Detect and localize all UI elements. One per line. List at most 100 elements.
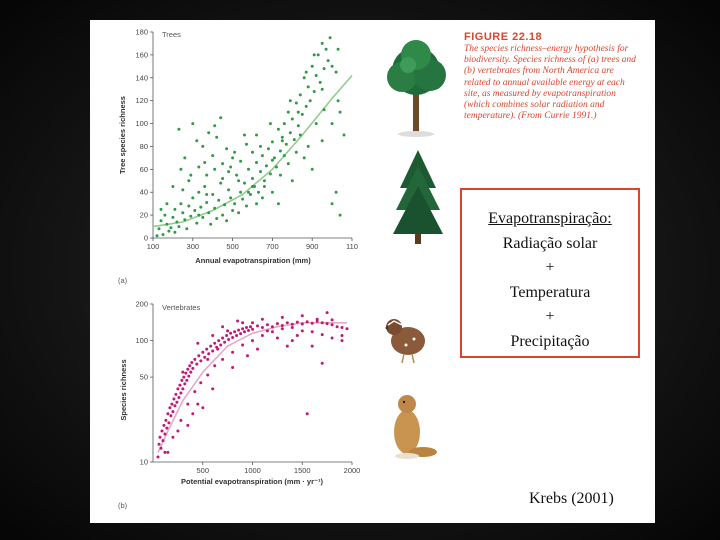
chart-a-point (207, 131, 211, 135)
chart-a-panel-label: (a) (118, 276, 128, 285)
chart-b-point (295, 334, 299, 337)
chart-a-point (314, 74, 318, 77)
chart-a-point (201, 144, 205, 148)
chart-a-ytick-label: 120 (135, 96, 148, 105)
chart-b-point (251, 321, 254, 325)
chart-a-point (262, 185, 266, 188)
chart-b-point (260, 317, 264, 321)
chart-b-point (300, 314, 304, 318)
chart-a-point (195, 139, 199, 143)
chart-a-point (290, 179, 294, 183)
chart-a-ytick-label: 180 (135, 28, 148, 37)
chart-b-xtick-label: 500 (196, 466, 209, 475)
chart-b-point (233, 330, 237, 334)
vertebrate-richness-chart: 10 50 100 200 500 1000 1500 2000 Vertebrates S… (118, 300, 360, 511)
chart-b-point (340, 326, 344, 329)
chart-a-point (159, 207, 163, 211)
chart-a-point (336, 99, 340, 103)
chart-b-point (221, 325, 225, 329)
chart-b-xtick-label: 1500 (294, 466, 311, 475)
chart-a-point (213, 167, 217, 171)
chart-a-point (215, 217, 219, 220)
chart-b-point (237, 328, 241, 332)
chart-b-point (249, 325, 252, 329)
chart-a-point (207, 211, 211, 215)
chart-a-ytick-label: 140 (135, 73, 148, 82)
chart-b-point (241, 321, 245, 325)
chart-a-point (223, 203, 227, 207)
chart-b-panel-label: (b) (118, 501, 128, 510)
chart-a-point (205, 201, 209, 204)
chart-b-point (206, 357, 210, 361)
chart-b-point (310, 321, 314, 325)
chart-b-point (207, 352, 211, 356)
chart-b-point (178, 383, 182, 387)
chart-b-point (165, 426, 169, 430)
chart-b-point (320, 333, 324, 337)
chart-a-point (165, 222, 169, 226)
chart-a-point (221, 213, 225, 217)
chart-b-point (176, 387, 180, 391)
chart-b-point (285, 321, 289, 325)
chart-b-xlabel: Potential evapotranspiration (mm · yr⁻¹) (181, 477, 323, 486)
chart-a-point (231, 209, 235, 212)
chart-b-point (179, 418, 183, 422)
chart-a-point (165, 202, 169, 206)
chart-b-point (265, 329, 269, 333)
chart-a-point (320, 87, 324, 91)
chart-a-point (225, 147, 229, 151)
chart-a-point (324, 47, 328, 51)
chart-b-point (239, 332, 243, 336)
chart-a-point (175, 220, 179, 224)
chart-b-point (196, 341, 200, 345)
chart-a-point (173, 207, 177, 211)
chart-b-point (236, 319, 240, 323)
chart-a-point (320, 41, 324, 45)
chart-a-point (251, 150, 254, 154)
chart-b-point (180, 378, 184, 382)
chart-b-point (189, 370, 193, 374)
chart-b-point (168, 406, 172, 410)
oak-tree-illustration (387, 40, 446, 137)
chart-a-point (300, 112, 304, 116)
callout-temperature: Temperatura (509, 283, 591, 301)
chart-a-point (302, 156, 306, 160)
chart-a-point (197, 213, 201, 217)
chart-b-point (275, 322, 279, 326)
chart-b-point (191, 412, 195, 416)
chart-a-point (169, 226, 173, 230)
chart-b-point (305, 320, 309, 324)
chart-b-point (167, 421, 171, 425)
chart-a-point (213, 124, 217, 128)
chart-a-ytick-label: 40 (140, 188, 148, 197)
chart-b-point (270, 325, 274, 329)
chart-a-point (159, 219, 163, 223)
chart-b-ytick-label: 100 (135, 336, 148, 345)
chart-a-point (231, 156, 235, 160)
chart-b-point (217, 339, 221, 343)
chart-b-point (330, 323, 334, 327)
chart-a-point (251, 185, 254, 188)
chart-b-point (260, 326, 264, 329)
chart-b-point (227, 338, 231, 341)
chart-b-point (211, 349, 215, 353)
chart-a-point (163, 213, 167, 217)
chart-a-point (217, 198, 221, 202)
chart-a-point (247, 167, 250, 171)
chart-b-point (166, 412, 170, 416)
chart-b-point (290, 326, 294, 329)
chart-a-point (304, 104, 308, 108)
chart-a-point (185, 227, 189, 231)
chart-b-point (231, 336, 235, 339)
chart-a-point (183, 218, 187, 222)
chart-b-point (256, 324, 259, 328)
chart-a-point (312, 90, 316, 93)
chart-a-point (205, 173, 209, 177)
chart-b-point (315, 319, 319, 323)
chart-b-point (246, 354, 249, 358)
chart-a-point (270, 190, 274, 194)
chart-b-point (174, 392, 178, 396)
chart-a-point (203, 161, 207, 164)
chart-a-point (249, 193, 252, 196)
chart-a-point (276, 202, 280, 206)
